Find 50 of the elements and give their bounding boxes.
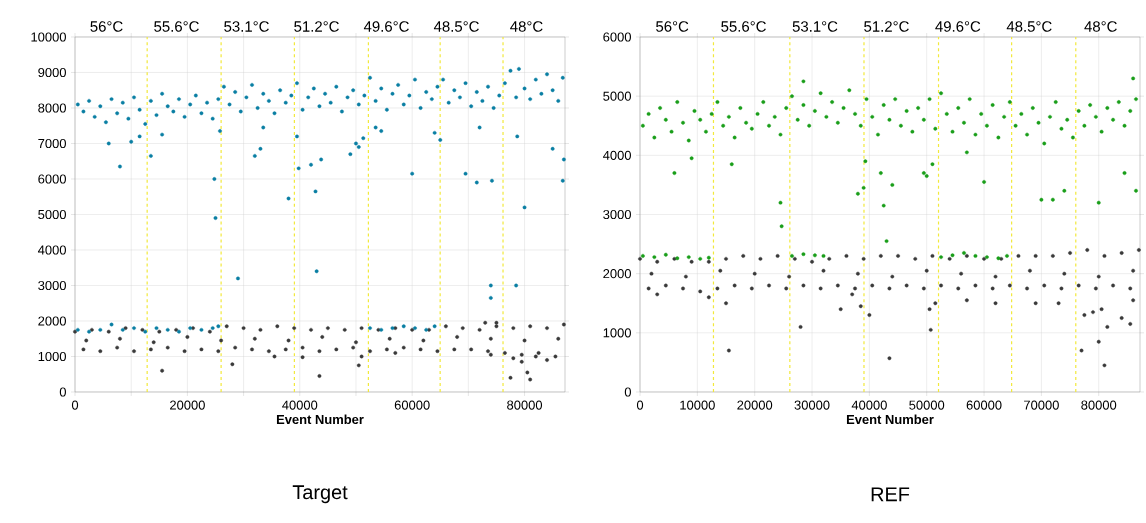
x-tick-label: 20000 xyxy=(170,400,205,410)
text: 48°C xyxy=(1084,21,1117,32)
y-tick-label: 3000 xyxy=(603,209,631,220)
text: 51.2°C xyxy=(294,21,339,32)
x-tick-label: 20000 xyxy=(737,400,773,410)
y-tick-label: 9000 xyxy=(38,67,66,78)
y-tick-label: 0 xyxy=(624,387,631,397)
x-tick-label: 80000 xyxy=(507,400,543,410)
x-tick-label: 40000 xyxy=(851,400,887,410)
y-tick-label: 2000 xyxy=(603,269,631,279)
x-tick-label: 10000 xyxy=(680,400,715,410)
text: REF xyxy=(871,487,910,502)
text: 49.6°C xyxy=(363,21,409,32)
x-tick-label: 50000 xyxy=(909,400,945,410)
x-tick-label: 60000 xyxy=(966,400,1002,410)
y-tick-label: 6000 xyxy=(603,32,631,42)
text: 48.5°C xyxy=(433,21,479,32)
text: 55.6°C xyxy=(721,21,766,32)
y-tick-label: 4000 xyxy=(37,245,66,255)
text: Target xyxy=(292,485,348,504)
x-tick-label: 40000 xyxy=(282,400,318,410)
x-tick-label: 0 xyxy=(71,400,79,410)
y-tick-label: 10000 xyxy=(31,32,66,42)
text: 51.2°C xyxy=(864,21,909,32)
y-tick-label: 4000 xyxy=(602,150,631,160)
y-tick-label: 1000 xyxy=(603,328,631,338)
y-tick-label: 3000 xyxy=(38,280,66,291)
x-axis-title: Event Number xyxy=(276,414,364,425)
y-tick-label: 5000 xyxy=(603,91,631,101)
text: 56°C xyxy=(90,21,123,32)
y-tick-label: 5000 xyxy=(38,209,66,220)
x-tick-label: 70000 xyxy=(1024,400,1059,410)
y-tick-label: 6000 xyxy=(38,174,66,184)
text: 48.5°C xyxy=(1006,21,1052,32)
x-tick-label: 80000 xyxy=(1081,400,1117,410)
text: 53.1°C xyxy=(224,21,269,32)
x-axis-title: Event Number xyxy=(846,414,934,425)
text: 56°C xyxy=(656,21,689,32)
text: 55.6°C xyxy=(154,21,199,32)
y-tick-label: 8000 xyxy=(38,103,66,113)
x-tick-label: 30000 xyxy=(794,400,830,410)
text: 49.6°C xyxy=(935,21,981,32)
text: 48°C xyxy=(510,21,543,32)
y-tick-label: 7000 xyxy=(38,138,66,149)
text: 53.1°C xyxy=(792,21,838,32)
x-tick-label: 60000 xyxy=(394,400,430,410)
y-tick-label: 0 xyxy=(59,387,66,397)
y-tick-label: 1000 xyxy=(38,351,66,362)
x-tick-label: 0 xyxy=(636,400,644,410)
y-tick-label: 2000 xyxy=(38,316,66,326)
